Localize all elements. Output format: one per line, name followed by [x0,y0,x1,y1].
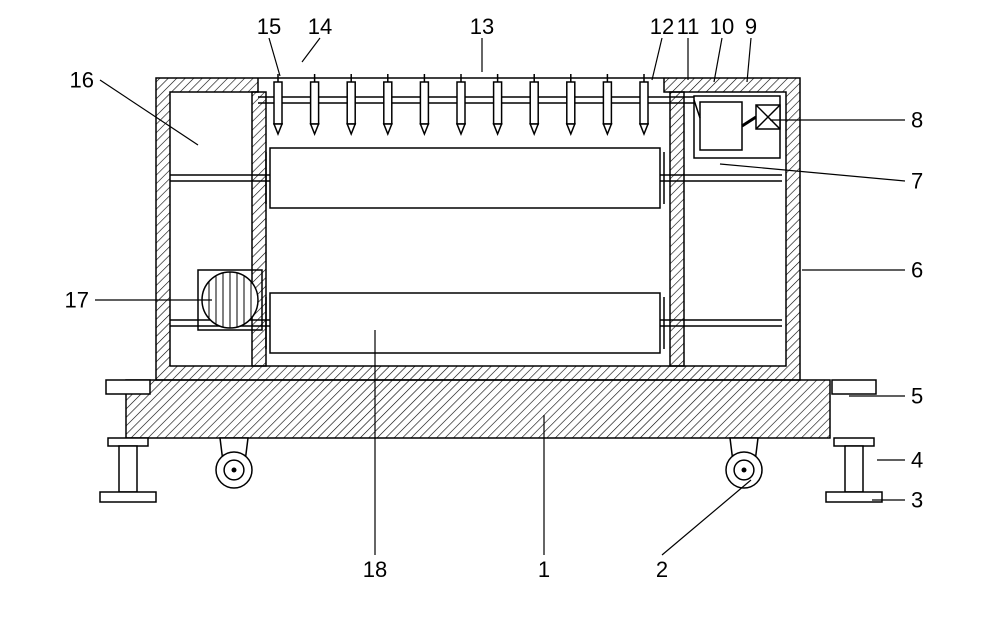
n15-label: 15 [257,14,281,39]
base-slab [126,380,830,438]
motor-housing-inner [700,102,742,150]
n17-label: 17 [65,287,89,312]
leg-plate [832,380,876,394]
n9-label: 9 [745,14,757,39]
leg-plate [106,380,150,394]
spindle [274,74,282,134]
spindle [494,74,502,134]
n12-label: 12 [650,14,674,39]
spindle [457,74,465,134]
diagram-svg: 15 14 13 1211 10 9 16 17 8 7 6 5 4 3 2 1 18 [0,0,1000,633]
spindle [530,74,538,134]
diagram-container: 15 14 13 1211 10 9 16 17 8 7 6 5 4 3 2 1 18 [0,0,1000,633]
n7-label: 7 [911,168,923,193]
caster [726,438,762,488]
spindle [347,74,355,134]
n1-label: 1 [538,557,550,582]
n16-label: 16 [70,67,94,92]
n2-label: 2 [656,557,668,582]
left-partition [252,92,266,366]
n14-label: 14 [308,14,332,39]
n11-label: 11 [677,14,700,39]
spindle [603,74,611,134]
roller-lower [270,293,660,353]
n18-label: 18 [363,557,387,582]
spindle [384,74,392,134]
n5-label: 5 [911,383,923,408]
spindle [567,74,575,134]
spindle [311,74,319,134]
right-partition [670,92,684,366]
caster [216,438,252,488]
spindle [640,74,648,134]
roller-upper [270,148,660,208]
n10-label: 10 [710,14,734,39]
n6-label: 6 [911,257,923,282]
n13-label: 13 [470,14,494,39]
n4-label: 4 [911,447,923,472]
n8-label: 8 [911,107,923,132]
n3-label: 3 [911,487,923,512]
spindle [420,74,428,134]
